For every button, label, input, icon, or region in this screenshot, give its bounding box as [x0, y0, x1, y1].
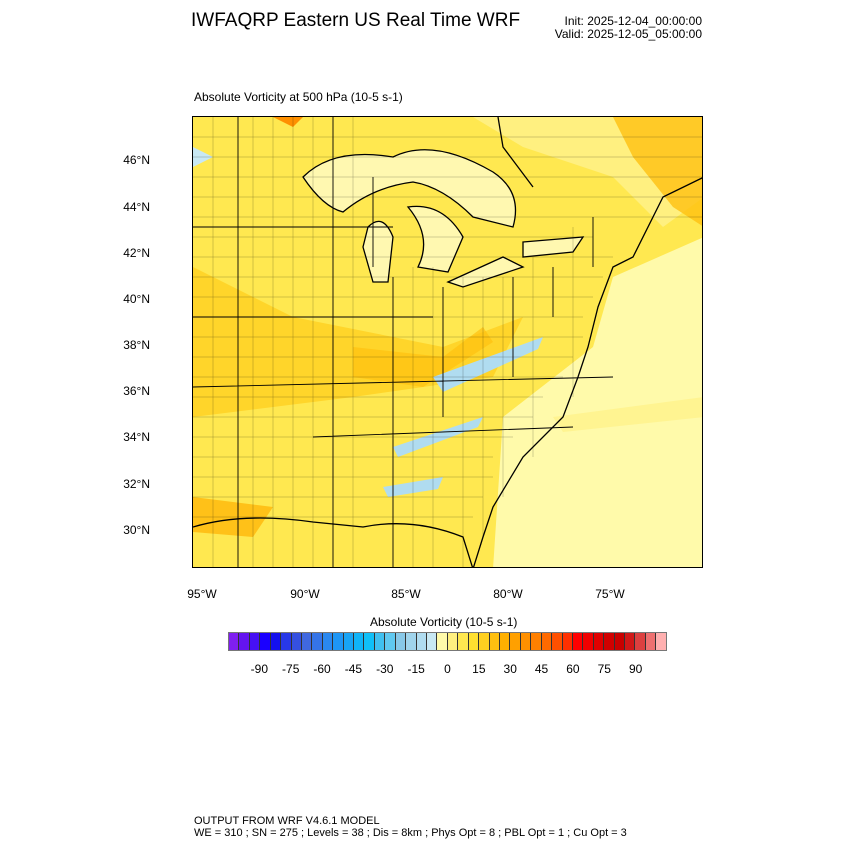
lat-label: 38°N: [123, 338, 150, 352]
colorbar-title: Absolute Vorticity (10-5 s-1): [370, 615, 518, 629]
colorbar-box: [625, 633, 636, 650]
colorbar-box: [281, 633, 292, 650]
colorbar-box: [416, 633, 428, 650]
colorbar-box: [312, 633, 323, 650]
colorbar: [228, 632, 667, 651]
colorbar-box: [395, 633, 407, 650]
colorbar-box: [541, 633, 553, 650]
time-info: Init: 2025-12-04_00:00:00 Valid: 2025-12…: [555, 15, 702, 41]
colorbar-box: [406, 633, 417, 650]
colorbar-tick-label: 30: [503, 662, 517, 676]
lat-label: 44°N: [123, 200, 150, 214]
colorbar-tick-label: 15: [472, 662, 486, 676]
colorbar-box: [322, 633, 334, 650]
init-time: Init: 2025-12-04_00:00:00: [564, 14, 702, 28]
lon-label: 85°W: [391, 587, 421, 601]
colorbar-box: [385, 633, 396, 650]
colorbar-box: [593, 633, 605, 650]
colorbar-box: [354, 633, 365, 650]
page-title: IWFAQRP Eastern US Real Time WRF: [191, 10, 521, 31]
colorbar-box: [552, 633, 563, 650]
colorbar-box: [229, 633, 240, 650]
colorbar-tick-label: -30: [376, 662, 394, 676]
colorbar-box: [520, 633, 532, 650]
colorbar-box: [437, 633, 448, 650]
footer-config: WE = 310 ; SN = 275 ; Levels = 38 ; Dis …: [194, 827, 627, 839]
colorbar-box: [249, 633, 261, 650]
colorbar-tick-label: -15: [407, 662, 425, 676]
colorbar-box: [635, 633, 646, 650]
lat-label: 46°N: [123, 153, 150, 167]
colorbar-box: [447, 633, 459, 650]
colorbar-tick-label: -90: [250, 662, 269, 676]
lat-label: 34°N: [123, 430, 150, 444]
map-subtitle: Absolute Vorticity at 500 hPa (10-5 s-1): [194, 90, 403, 104]
colorbar-tick-label: -60: [313, 662, 331, 676]
lat-label: 36°N: [123, 384, 150, 398]
colorbar-box: [458, 633, 469, 650]
colorbar-box: [656, 633, 666, 650]
footer-model: OUTPUT FROM WRF V4.6.1 MODEL: [194, 815, 380, 827]
lat-label: 30°N: [123, 523, 150, 537]
colorbar-box: [364, 633, 375, 650]
colorbar-box: [572, 633, 584, 650]
colorbar-tick-label: 75: [597, 662, 611, 676]
colorbar-box: [468, 633, 480, 650]
colorbar-tick-label: 60: [566, 662, 580, 676]
colorbar-box: [239, 633, 250, 650]
lon-label: 95°W: [187, 587, 217, 601]
vorticity-map: [192, 116, 703, 568]
colorbar-box: [531, 633, 542, 650]
colorbar-box: [489, 633, 500, 650]
lon-label: 90°W: [290, 587, 320, 601]
colorbar-box: [562, 633, 573, 650]
lon-label: 75°W: [595, 587, 625, 601]
colorbar-box: [427, 633, 438, 650]
lon-label: 80°W: [493, 587, 523, 601]
lat-label: 42°N: [123, 246, 150, 260]
colorbar-box: [645, 633, 657, 650]
colorbar-box: [479, 633, 490, 650]
colorbar-box: [291, 633, 302, 650]
colorbar-tick-label: -75: [282, 662, 300, 676]
colorbar-box: [333, 633, 344, 650]
colorbar-box: [510, 633, 521, 650]
colorbar-box: [343, 633, 355, 650]
colorbar-box: [260, 633, 271, 650]
lat-label: 40°N: [123, 292, 150, 306]
colorbar-box: [583, 633, 594, 650]
colorbar-tick-label: -45: [344, 662, 363, 676]
colorbar-box: [270, 633, 282, 650]
colorbar-tick-label: 45: [534, 662, 549, 676]
colorbar-box: [301, 633, 313, 650]
colorbar-box: [614, 633, 626, 650]
lat-label: 32°N: [123, 477, 150, 491]
colorbar-box: [604, 633, 615, 650]
colorbar-tick-label: 90: [628, 662, 643, 676]
valid-time: Valid: 2025-12-05_05:00:00: [554, 27, 702, 41]
colorbar-tick-label: 0: [444, 662, 451, 676]
colorbar-box: [374, 633, 386, 650]
colorbar-box: [499, 633, 511, 650]
